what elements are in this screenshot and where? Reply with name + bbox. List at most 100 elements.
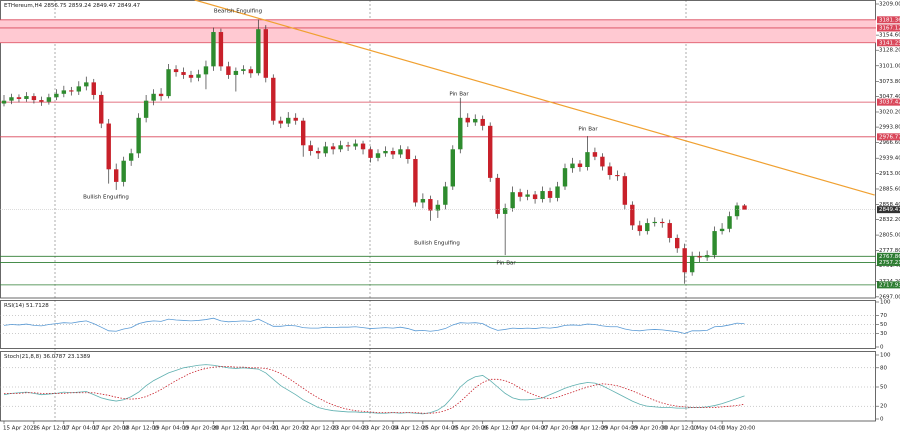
candle-body (76, 86, 81, 92)
candle-body (607, 166, 613, 176)
candle-body (510, 192, 515, 209)
x-tick-label: 15 Apr 2022 (3, 426, 37, 432)
main-panel-border (0, 0, 876, 299)
candle-body (218, 32, 224, 67)
candle-body (278, 120, 283, 124)
candle-body (69, 90, 74, 92)
stoch-name: Stoch(21,8,8) (4, 354, 41, 360)
candle-body (338, 145, 343, 150)
stoch-signal-last: 23.1389 (68, 354, 91, 360)
open: 2856.75 (44, 3, 67, 9)
candle-body (345, 145, 351, 147)
supply-zone (0, 19, 876, 43)
x-tick-label: 1 May 04:00 (691, 426, 726, 432)
annotation: Bullish Engulfing (83, 195, 129, 201)
y-tick-label: 100 (880, 300, 891, 306)
candle-body (248, 69, 254, 74)
stoch-panel-border (0, 351, 876, 422)
y-tick-label: 3209.00 (879, 2, 900, 8)
candle-body (308, 145, 313, 152)
candle-body (9, 97, 14, 101)
y-tick-label: 2697.00 (879, 294, 900, 300)
candle-body (114, 169, 119, 182)
candle-body (615, 175, 620, 177)
candle-body (84, 82, 89, 87)
y-tick-label: 50 (880, 385, 887, 391)
x-tick-label: 19 Apr 20:00 (183, 426, 219, 432)
y-tick-label: 2751.40 (879, 263, 900, 269)
y-tick-label: 2858.40 (879, 202, 900, 208)
candle-body (443, 186, 448, 205)
candle-body (413, 159, 418, 203)
x-tick-label: 29 Apr 20:00 (631, 426, 667, 432)
x-tick-label: 21 Apr 04:00 (242, 426, 278, 432)
y-tick-label: 3073.80 (879, 79, 900, 85)
candle-body (360, 143, 366, 150)
candle-body (99, 94, 104, 124)
x-tick-label: 27 Apr 20:00 (542, 426, 578, 432)
candle-body (435, 204, 441, 211)
candle-body (315, 151, 321, 154)
x-tick-label: 24 Apr 12:00 (392, 426, 428, 432)
y-tick-label: 3154.60 (879, 33, 900, 39)
y-tick-label: 70 (880, 313, 887, 319)
y-tick-label: 2805.00 (879, 233, 900, 239)
x-tick-label: 18 Apr 12:00 (123, 426, 159, 432)
x-tick-label: 17 Apr 04:00 (63, 426, 99, 432)
y-tick-label: 0 (880, 417, 884, 423)
x-tick-label: 25 Apr 04:00 (422, 426, 458, 432)
y-tick-label: 2885.60 (879, 186, 900, 192)
candle-body (398, 149, 403, 155)
candle-body (151, 93, 156, 101)
candle-body (428, 199, 433, 211)
x-tick-label: 25 Apr 20:00 (452, 426, 488, 432)
candle-body (532, 194, 538, 200)
candle-body (46, 97, 52, 102)
y-tick-label: 3101.00 (879, 63, 900, 69)
y-tick-label: 2913.00 (879, 171, 900, 177)
candle-body (473, 118, 478, 123)
candle-body (39, 100, 44, 102)
annotation: Pin Bar (449, 92, 469, 98)
zone-label-box (877, 39, 900, 47)
trendline (194, 0, 875, 196)
stoch-signal-line (4, 366, 745, 414)
candle-body (585, 152, 590, 168)
candle-body (465, 117, 470, 123)
candle-body (488, 125, 493, 178)
x-tick-label: 16 Apr 12:00 (33, 426, 69, 432)
candle-body (734, 205, 740, 217)
stoch-main-line (3, 364, 745, 415)
candle-body (630, 204, 635, 226)
annotation: Pin Bar (578, 127, 598, 133)
candle-body (173, 69, 179, 73)
candle-body (458, 117, 463, 150)
candle-body (622, 176, 628, 205)
candle-body (570, 163, 575, 169)
candle-body (540, 191, 545, 200)
y-tick-label: 50 (880, 322, 887, 328)
x-tick-label: 21 Apr 20:00 (272, 426, 308, 432)
candle-body (54, 93, 59, 98)
candle-body (450, 149, 455, 187)
candle-body (330, 146, 336, 150)
candle-body (383, 151, 388, 154)
level-label-box (877, 133, 900, 141)
level-label: 2767.86 (879, 254, 900, 260)
candle-body (323, 146, 328, 154)
level-label-box (877, 281, 900, 289)
level-label: 2757.21 (879, 260, 900, 266)
candle-body (1, 100, 7, 104)
candle-body (128, 153, 134, 161)
candle-body (719, 228, 725, 232)
candle-body (525, 194, 530, 197)
candle-body (196, 74, 201, 78)
annotation: Bearish Engulfing (214, 9, 262, 15)
candle-body (181, 72, 186, 75)
x-tick-label: 23 Apr 20:00 (362, 426, 398, 432)
level-label: 2976.77 (879, 134, 900, 140)
candle-body (188, 74, 194, 78)
annotation: Bullish Engulfing (414, 241, 460, 247)
